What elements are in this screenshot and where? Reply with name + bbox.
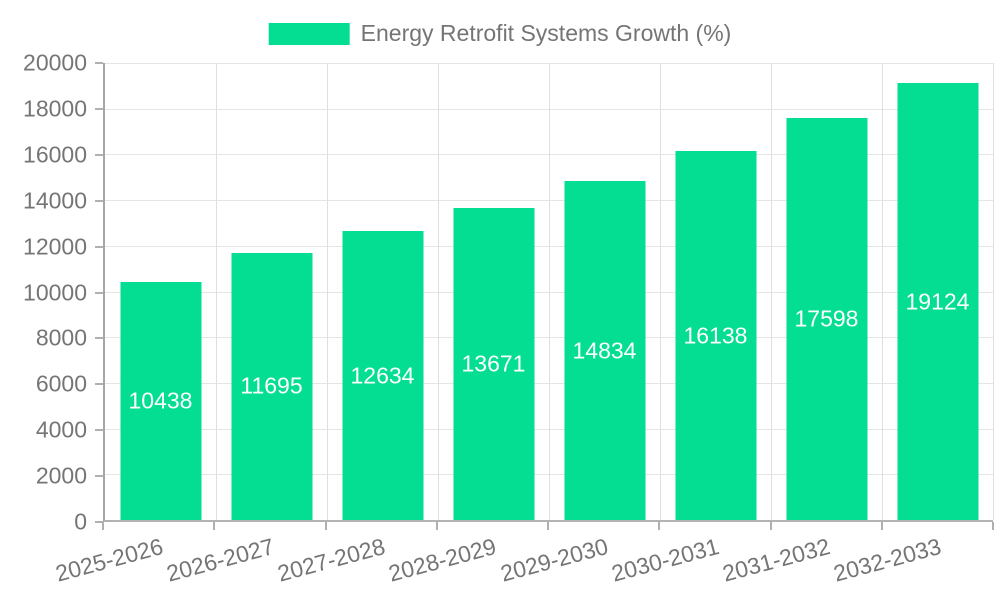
v-gridline bbox=[327, 63, 328, 520]
x-tick-mark bbox=[880, 522, 883, 530]
y-tick-label: 8000 bbox=[35, 324, 87, 351]
y-tick-mark bbox=[95, 62, 103, 64]
y-tick-label: 18000 bbox=[23, 95, 87, 122]
bar-2032-2033: 19124 bbox=[897, 83, 978, 520]
bar-value-label: 12634 bbox=[350, 362, 415, 389]
y-tick-label: 20000 bbox=[23, 49, 87, 76]
bar-value-label: 14834 bbox=[572, 337, 637, 364]
legend-swatch bbox=[268, 22, 350, 45]
v-gridline bbox=[438, 63, 439, 520]
legend[interactable]: Energy Retrofit Systems Growth (%) bbox=[268, 20, 732, 47]
bar-value-label: 11695 bbox=[240, 372, 303, 399]
legend-label: Energy Retrofit Systems Growth (%) bbox=[360, 20, 732, 46]
v-gridline bbox=[216, 63, 217, 520]
x-tick-mark bbox=[769, 522, 772, 530]
bar-value-label: 17598 bbox=[794, 305, 859, 332]
y-tick-mark bbox=[95, 245, 103, 248]
bar-value-label: 13671 bbox=[461, 350, 526, 377]
y-tick-mark bbox=[95, 153, 103, 156]
bar-2025-2026: 10438 bbox=[120, 281, 201, 520]
y-tick-mark bbox=[95, 291, 103, 294]
x-tick-mark bbox=[435, 522, 438, 530]
bar-value-label: 16138 bbox=[683, 322, 748, 349]
v-gridline bbox=[660, 63, 661, 520]
y-tick-mark bbox=[95, 383, 103, 386]
v-gridline bbox=[771, 63, 772, 520]
x-category-label: 2032-2033 bbox=[831, 533, 945, 587]
bar-2031-2032: 17598 bbox=[786, 117, 867, 520]
bar-2029-2030: 14834 bbox=[564, 181, 645, 520]
y-axis: 0 2000 4000 6000 8000 10000 12000 14000 16000 180… bbox=[0, 50, 103, 535]
y-tick-label: 16000 bbox=[23, 141, 87, 168]
y-tick-label: 12000 bbox=[23, 233, 87, 260]
x-category-label: 2031-2032 bbox=[719, 533, 833, 587]
x-axis-labels: 2025-2026 2026-2027 2027-2028 2028-2029 2029… bbox=[52, 533, 993, 600]
plot-area: 10438 11695 12634 13671 14834 16138 17598 19124 bbox=[103, 63, 994, 522]
bar-value-label: 19124 bbox=[905, 288, 970, 315]
y-tick-mark bbox=[95, 429, 103, 432]
y-tick-label: 10000 bbox=[23, 279, 87, 305]
y-tick-mark bbox=[95, 475, 103, 478]
x-tick-mark bbox=[102, 522, 104, 530]
y-tick-label: 14000 bbox=[23, 187, 87, 214]
x-tick-mark bbox=[658, 522, 661, 530]
y-tick-label: 0 bbox=[74, 508, 87, 535]
x-tick-mark bbox=[992, 522, 994, 530]
y-tick-label: 2000 bbox=[35, 462, 87, 489]
v-gridline bbox=[993, 63, 994, 520]
y-tick-mark bbox=[95, 199, 103, 202]
x-category-label: 2030-2031 bbox=[608, 533, 722, 587]
x-category-label: 2029-2030 bbox=[497, 533, 611, 587]
x-category-label: 2025-2026 bbox=[52, 533, 166, 587]
y-tick-mark bbox=[95, 521, 103, 523]
bar-2030-2031: 16138 bbox=[675, 151, 756, 520]
y-tick-label: 4000 bbox=[35, 416, 87, 443]
v-gridline bbox=[882, 63, 883, 520]
x-category-label: 2028-2029 bbox=[386, 533, 500, 587]
bar-2026-2027: 11695 bbox=[231, 252, 312, 520]
x-tick-mark bbox=[213, 522, 216, 530]
x-category-label: 2026-2027 bbox=[163, 533, 277, 587]
x-axis-ticks bbox=[102, 522, 994, 530]
y-tick-label: 6000 bbox=[35, 370, 87, 397]
x-tick-mark bbox=[324, 522, 327, 530]
v-gridline bbox=[549, 63, 550, 520]
y-tick-mark bbox=[95, 337, 103, 340]
bar-2028-2029: 13671 bbox=[453, 207, 534, 520]
bar-value-label: 10438 bbox=[128, 387, 193, 414]
y-tick-mark bbox=[95, 107, 103, 110]
x-tick-mark bbox=[547, 522, 549, 530]
x-category-label: 2027-2028 bbox=[274, 533, 388, 587]
bar-2027-2028: 12634 bbox=[342, 231, 423, 520]
